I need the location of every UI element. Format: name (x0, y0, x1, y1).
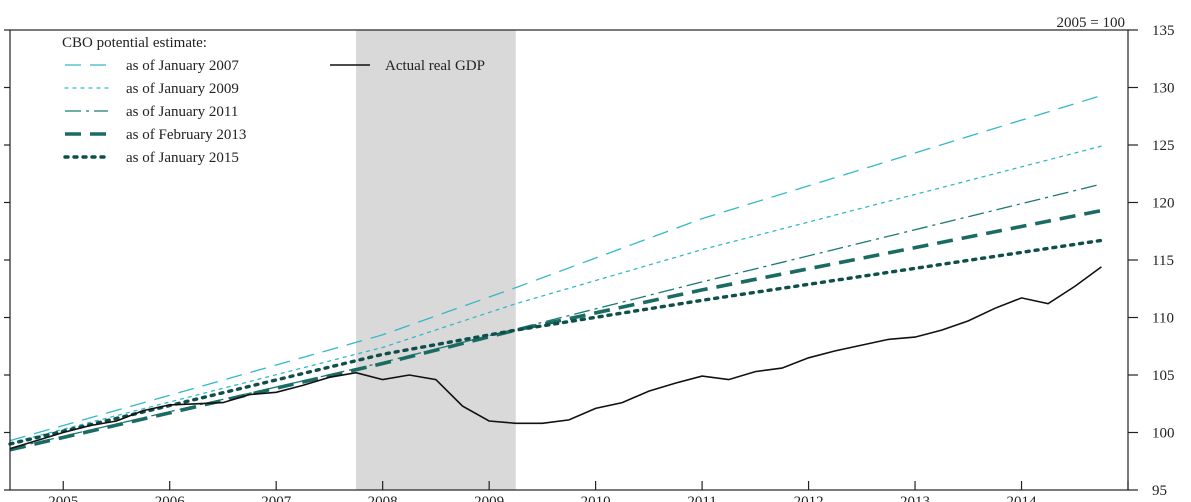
x-tick-label: 2012 (794, 494, 824, 502)
x-tick-labels: 2005 2006 2007 2008 2009 2010 2011 2012 2013 2014 (48, 494, 1037, 502)
plot-frame (9, 29, 1129, 491)
legend-label-4: as of January 2015 (126, 150, 239, 166)
y-tick-label: 125 (1152, 138, 1175, 154)
series-layer (8, 94, 1104, 452)
series-line-1 (9, 145, 1103, 444)
x-tick-label: 2007 (261, 494, 292, 502)
series-line-0 (9, 94, 1102, 442)
x-tick-label: 2006 (155, 494, 186, 502)
x-tick-label: 2008 (368, 494, 398, 502)
y-tick-label: 135 (1152, 23, 1175, 39)
legend-label-actual-gdp: Actual real GDP (385, 58, 485, 74)
y-tick-label: 115 (1152, 253, 1174, 269)
y-tick-labels: 95 100 105 110 115 120 125 130 135 (1152, 23, 1175, 499)
series-line-3 (9, 208, 1102, 452)
x-tick-label: 2013 (900, 494, 930, 502)
recession-shading (356, 30, 516, 490)
x-tick-label: 2005 (48, 494, 78, 502)
legend-label-2: as of January 2011 (126, 104, 238, 120)
y-tick-label: 120 (1152, 196, 1175, 212)
axis-ticks (4, 29, 1138, 491)
series-line-2 (9, 183, 1102, 450)
legend-label-1: as of January 2009 (126, 81, 239, 97)
legend-title: CBO potential estimate: (62, 35, 207, 51)
y-tick-label: 95 (1152, 483, 1167, 499)
x-tick-label: 2010 (581, 494, 611, 502)
legend-label-0: as of January 2007 (126, 58, 239, 74)
series-line-4 (8, 238, 1104, 446)
legend-label-3: as of February 2013 (126, 127, 246, 143)
x-tick-label: 2011 (687, 494, 716, 502)
legend: CBO potential estimate: as of January 20… (62, 35, 485, 166)
x-tick-label: 2014 (1007, 494, 1038, 502)
x-tick-label: 2009 (474, 494, 504, 502)
series-line-5 (9, 266, 1102, 450)
y-tick-label: 100 (1152, 426, 1175, 442)
units-label: 2005 = 100 (1057, 15, 1125, 31)
y-tick-label: 110 (1152, 311, 1174, 327)
y-tick-label: 105 (1152, 368, 1175, 384)
y-tick-label: 130 (1152, 81, 1175, 97)
